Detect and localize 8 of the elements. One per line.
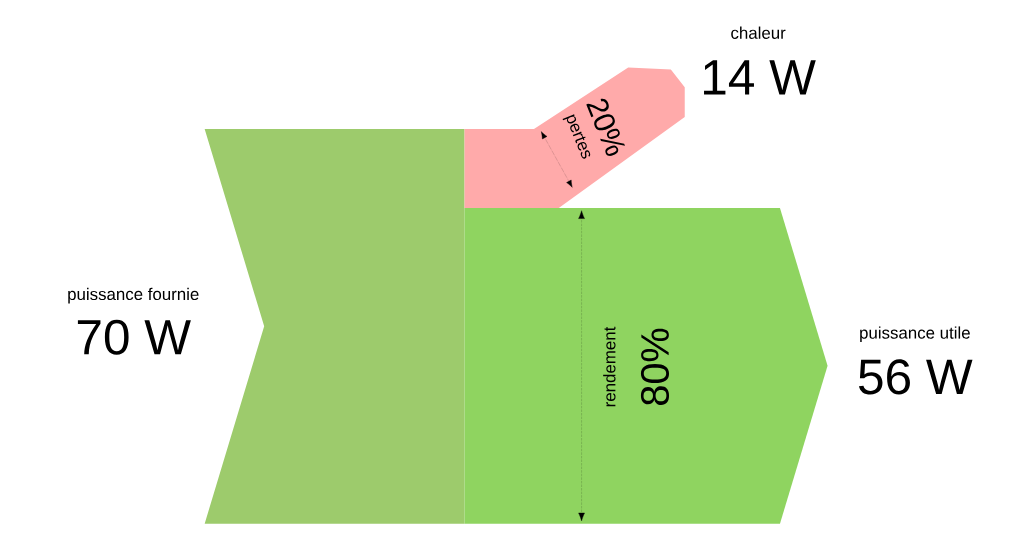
text: 80% <box>640 328 670 406</box>
data-label: 70 W <box>77 319 191 355</box>
category-label: puissance utile <box>860 326 970 343</box>
category-label: puissance fournie <box>68 287 199 304</box>
text: rendement <box>603 327 616 407</box>
category-label: chaleur <box>731 26 786 40</box>
data-label: 56 W <box>858 359 973 395</box>
data-label: 14 W <box>704 60 816 95</box>
